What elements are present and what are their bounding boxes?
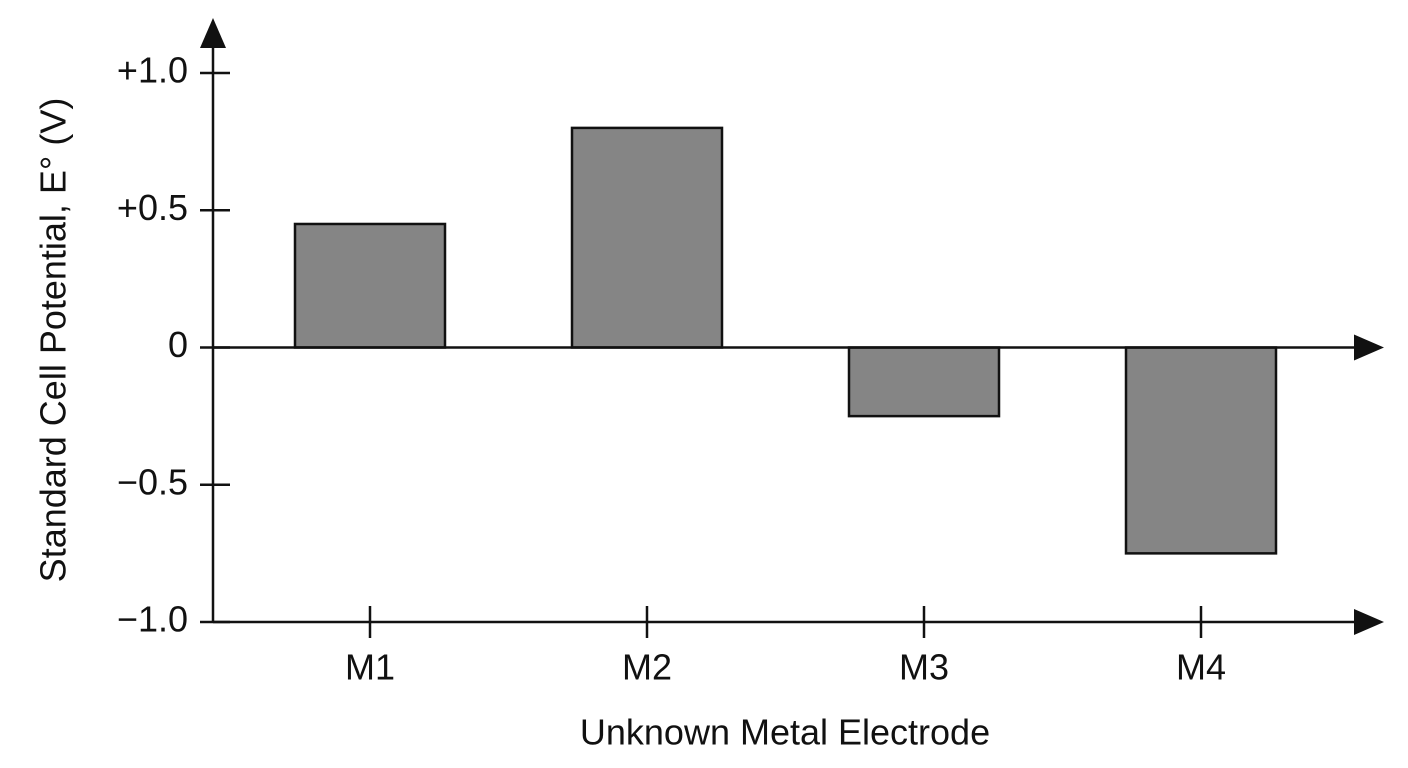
x-axis-arrow (1354, 609, 1384, 635)
bar (570, 126, 724, 349)
y-axis-title: Standard Cell Potential, E° (V) (33, 98, 74, 583)
y-tick-label: −1.0 (117, 599, 188, 640)
x-tick-label: M4 (1176, 647, 1226, 688)
bar (847, 346, 1001, 418)
y-axis-arrow (200, 18, 226, 48)
x-axis-title: Unknown Metal Electrode (580, 712, 990, 753)
x-tick-label: M3 (899, 647, 949, 688)
x-tick-label: M1 (345, 647, 395, 688)
y-tick-label: +1.0 (117, 50, 188, 91)
y-tick-label: −0.5 (117, 461, 188, 502)
zero-line-arrow (1354, 334, 1384, 361)
y-tick-label: 0 (168, 324, 188, 365)
bar (1124, 346, 1278, 555)
y-tick-label: +0.5 (117, 187, 188, 228)
x-tick-label: M2 (622, 647, 672, 688)
bar (293, 222, 447, 349)
